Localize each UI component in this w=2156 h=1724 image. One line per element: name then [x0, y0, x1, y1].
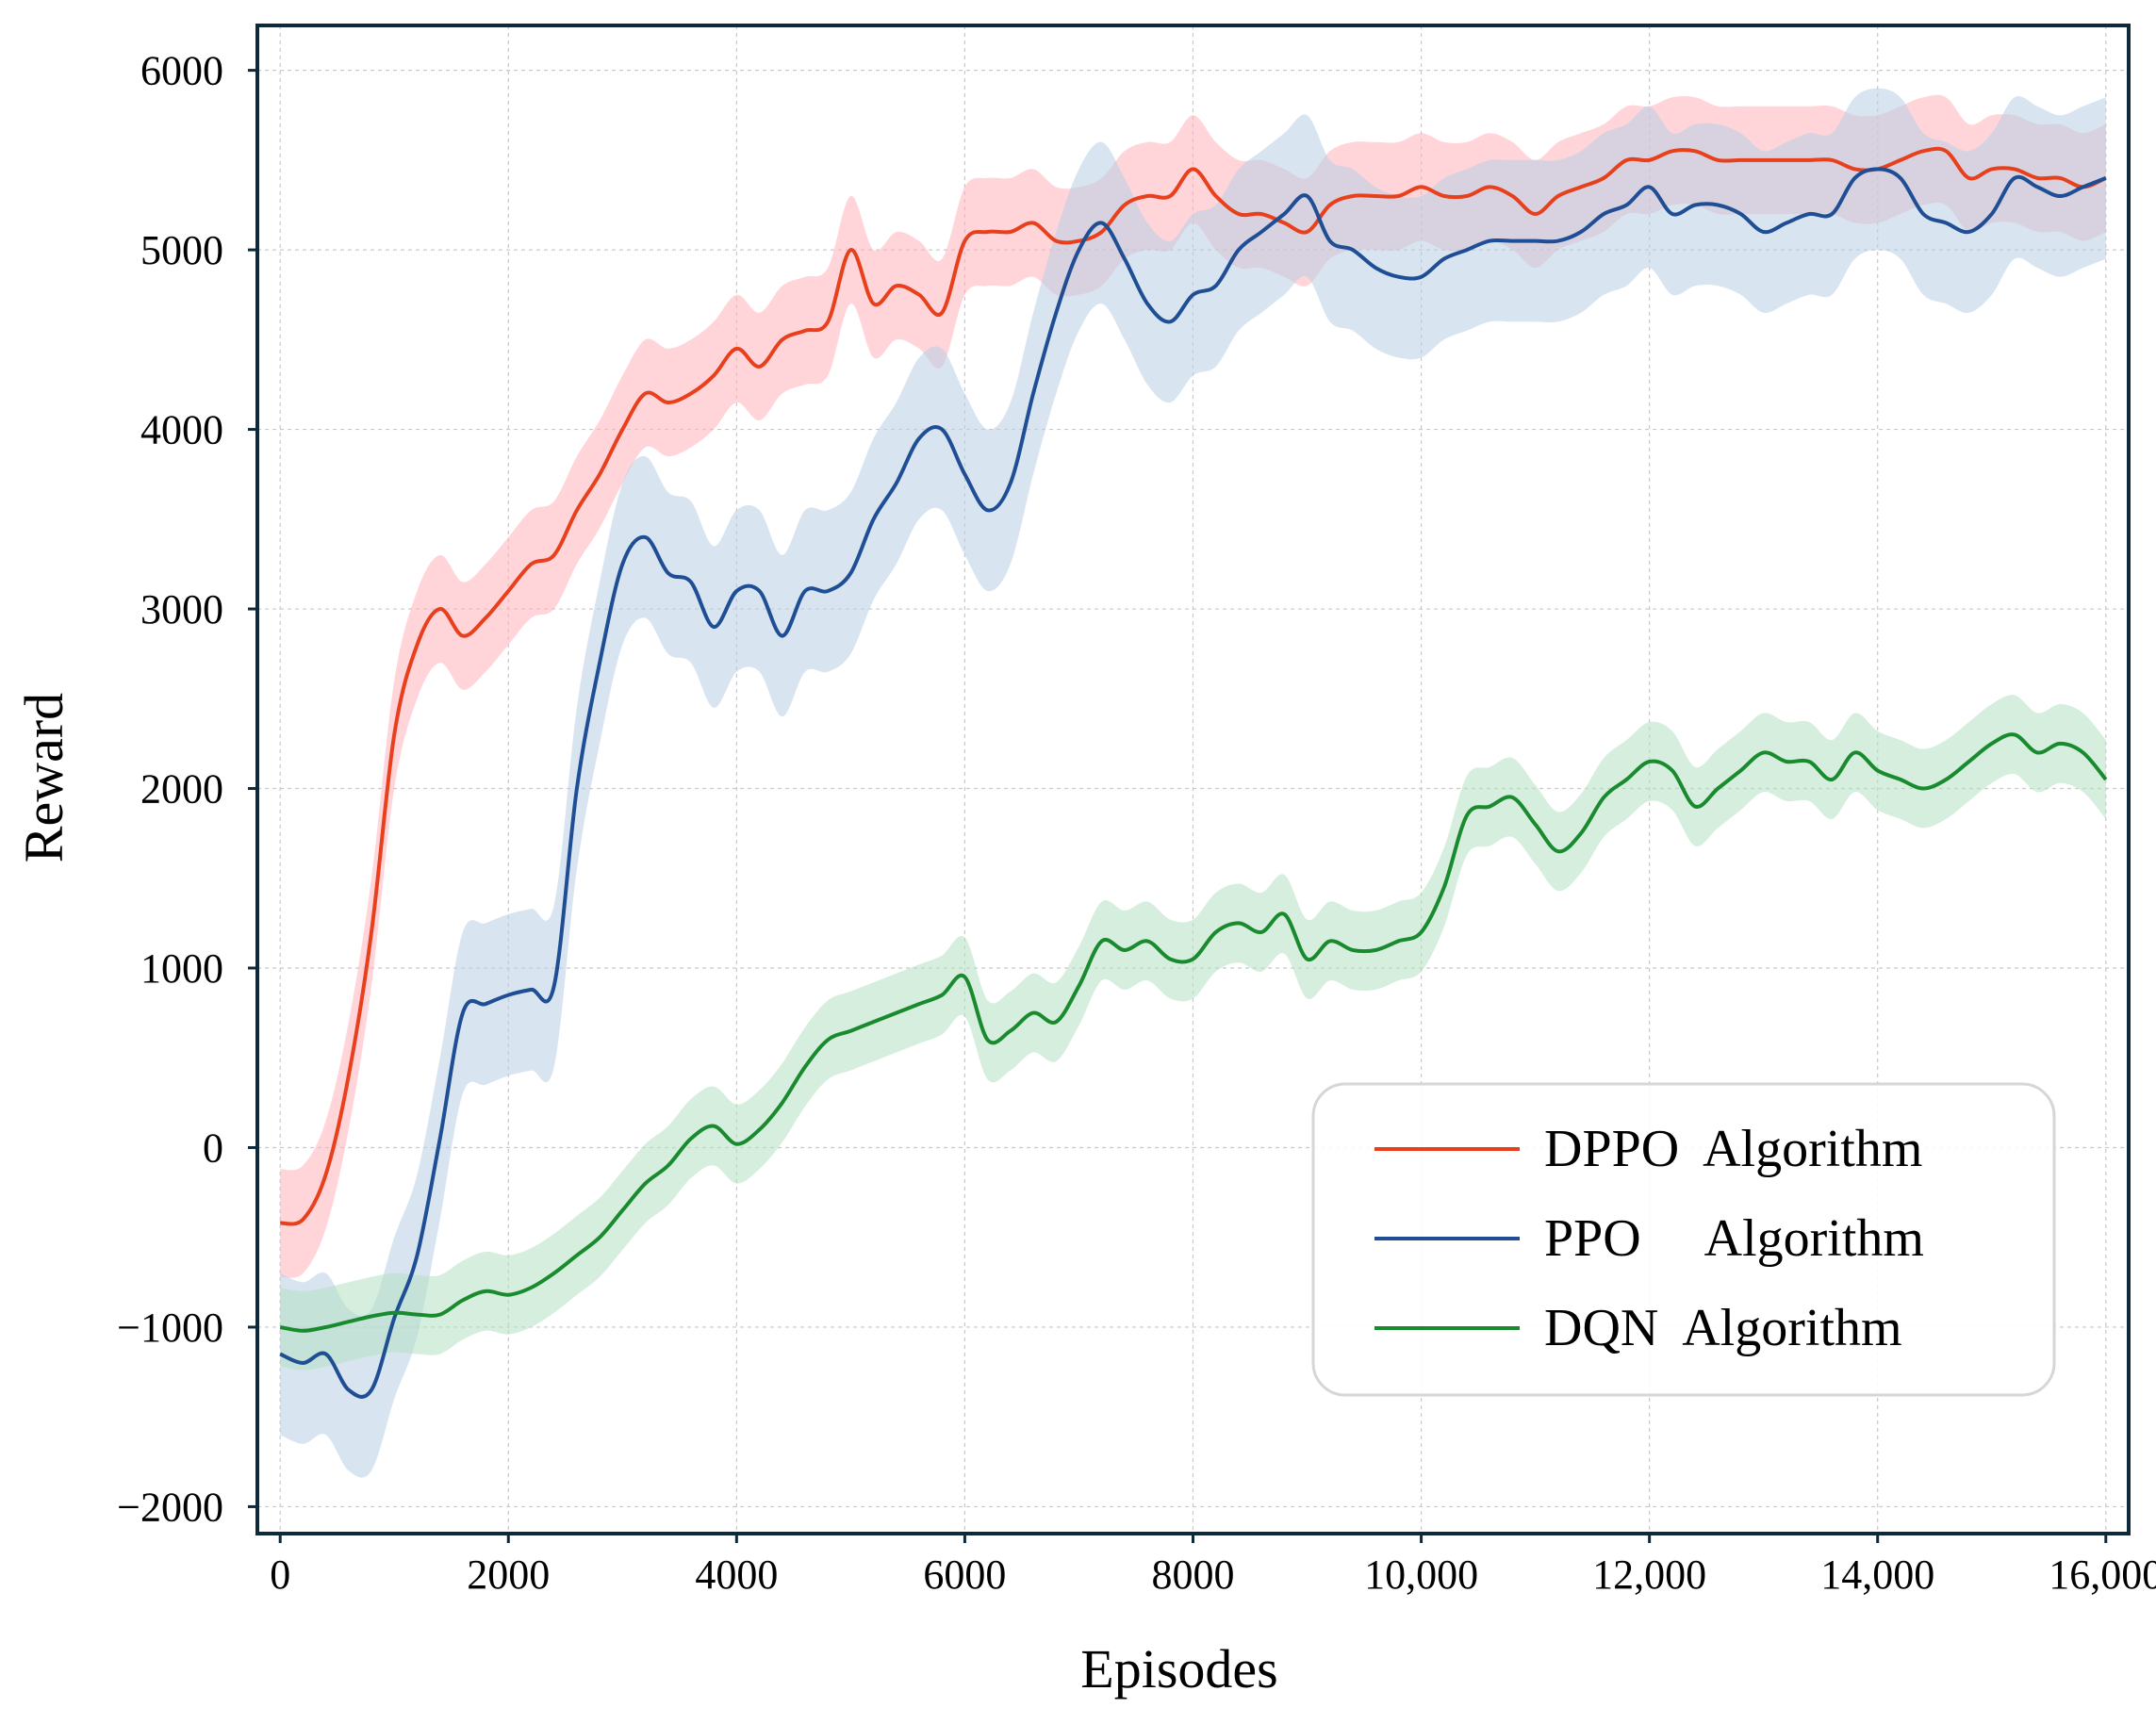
ppo-confidence-band — [280, 88, 2106, 1478]
x-tick-label: 14,000 — [1820, 1552, 1934, 1598]
series-lines — [279, 146, 2108, 1399]
y-tick-label: 2000 — [140, 766, 223, 813]
x-tick-label: 0 — [270, 1552, 290, 1598]
x-tick-label: 10,000 — [1364, 1552, 1478, 1598]
x-tick-label: 8000 — [1152, 1552, 1235, 1598]
x-tick-label: 4000 — [695, 1552, 778, 1598]
legend-label-ppo: PPO Algorithm — [1544, 1209, 1924, 1268]
dppo-series-line — [279, 146, 2107, 1226]
y-tick-label: −1000 — [117, 1305, 223, 1351]
axis-ticks: 0 2000 4000 6000 8000 10,000 12,000 14,000 16,00… — [117, 48, 2156, 1598]
legend-label-dppo: DPPO Algorithm — [1544, 1120, 1922, 1178]
x-tick-label: 2000 — [467, 1552, 550, 1598]
y-tick-label: −2000 — [117, 1484, 223, 1530]
legend: DPPO Algorithm PPO Algorithm DQN Algorit… — [1311, 1082, 2056, 1397]
y-tick-label: 3000 — [140, 586, 223, 632]
dqn-confidence-band — [280, 695, 2106, 1371]
legend-label-dqn: DQN Algorithm — [1544, 1299, 1902, 1357]
y-tick-label: 6000 — [140, 48, 223, 94]
y-tick-label: 0 — [203, 1125, 223, 1171]
dqn-series-line — [279, 732, 2108, 1333]
y-tick-label: 1000 — [140, 945, 223, 992]
dppo-confidence-band — [280, 94, 2106, 1278]
x-tick-label: 6000 — [923, 1552, 1006, 1598]
y-tick-label: 5000 — [140, 227, 223, 273]
ppo-series-line — [279, 167, 2107, 1399]
confidence-bands — [280, 88, 2106, 1478]
y-axis-title: Reward — [13, 693, 74, 862]
y-tick-label: 4000 — [140, 407, 223, 453]
x-tick-label: 12,000 — [1592, 1552, 1706, 1598]
x-tick-label: 16,000 — [2049, 1552, 2156, 1598]
legend-box — [1311, 1082, 2056, 1397]
x-axis-title: Episodes — [1080, 1638, 1277, 1699]
